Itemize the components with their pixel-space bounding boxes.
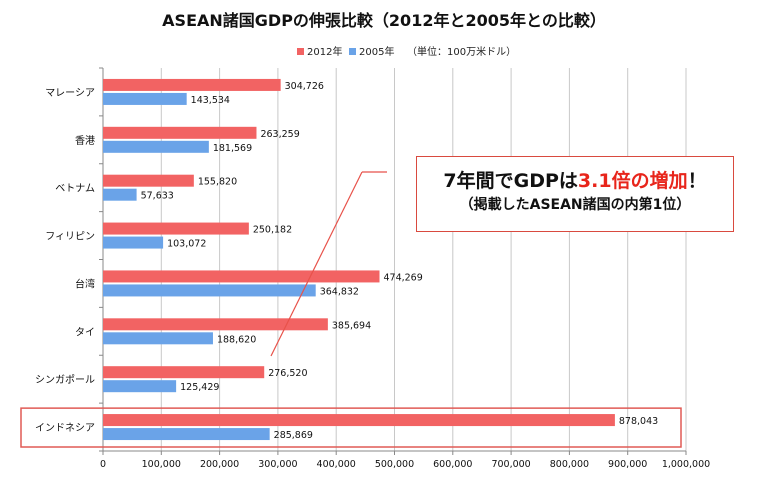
data-label: 385,694 — [332, 320, 371, 331]
data-label: 364,832 — [320, 286, 359, 297]
category-label: インドネシア — [35, 422, 95, 434]
category-label: マレーシア — [45, 88, 95, 99]
data-label: 181,569 — [213, 143, 252, 154]
data-label: 878,043 — [619, 416, 658, 427]
x-tick-label: 0 — [100, 459, 106, 470]
bar-2012年 — [103, 78, 281, 91]
bar-2012年 — [103, 318, 328, 331]
data-label: 474,269 — [383, 272, 422, 283]
x-tick-label: 800,000 — [550, 459, 589, 470]
category-label: 香港 — [75, 135, 95, 147]
category-label: シンガポール — [35, 374, 95, 386]
bar-2005年 — [103, 92, 187, 105]
bar-2005年 — [103, 332, 213, 345]
unit-note: （単位：100万米ドル） — [407, 45, 516, 58]
category-label: ベトナム — [55, 183, 95, 195]
highlight-box — [20, 407, 682, 448]
bar-2012年 — [103, 174, 194, 187]
legend-label-2012: 2012年 — [307, 45, 342, 58]
bars — [103, 78, 615, 441]
x-tick-label: 600,000 — [433, 459, 472, 470]
category-label: フィリピン — [45, 231, 95, 243]
data-label: 125,429 — [180, 382, 219, 393]
x-tick-label: 1,000,000 — [662, 459, 710, 470]
data-label: 57,633 — [141, 191, 174, 202]
x-tick-label: 700,000 — [491, 459, 530, 470]
category-label: 台湾 — [75, 277, 95, 290]
bar-2012年 — [103, 270, 380, 283]
gridlines — [160, 68, 687, 451]
callout-suffix: ！ — [687, 170, 707, 192]
bar-2005年 — [103, 236, 164, 249]
x-tick-label: 100,000 — [142, 459, 181, 470]
chart-title: ASEAN諸国GDPの伸張比較（2012年と2005年との比較） — [162, 11, 606, 30]
data-label: 263,259 — [260, 129, 299, 140]
bar-2005年 — [103, 380, 177, 393]
callout-prefix: 7年間でGDPは — [443, 170, 578, 192]
data-label: 285,869 — [274, 430, 313, 441]
legend-swatch-2005 — [349, 48, 356, 55]
x-tick-label: 900,000 — [608, 459, 647, 470]
x-tick-label: 500,000 — [375, 459, 414, 470]
bar-2005年 — [103, 284, 316, 297]
legend-label-2005: 2005年 — [359, 45, 394, 58]
bar-2012年 — [103, 126, 257, 139]
legend-swatch-2012 — [297, 48, 304, 55]
callout-subline: （掲載したASEAN諸国の内第1位） — [459, 197, 691, 213]
bar-2012年 — [103, 222, 249, 235]
x-tick-label: 300,000 — [258, 459, 297, 470]
legend: 2012年 2005年 （単位：100万米ドル） — [297, 45, 516, 58]
data-label: 188,620 — [217, 334, 256, 345]
bar-2005年 — [103, 428, 270, 441]
callout-highlight: 3.1倍の増加 — [577, 170, 688, 192]
data-label: 250,182 — [253, 225, 292, 236]
data-label: 155,820 — [198, 177, 237, 188]
bar-2012年 — [103, 414, 615, 427]
callout-box: 7年間でGDPは3.1倍の増加！ （掲載したASEAN諸国の内第1位） — [416, 156, 734, 232]
bar-2005年 — [103, 188, 137, 201]
data-label: 143,534 — [191, 95, 230, 106]
category-label: タイ — [75, 326, 95, 338]
x-tick-label: 400,000 — [317, 459, 356, 470]
callout-headline: 7年間でGDPは3.1倍の増加！ — [417, 168, 733, 194]
highlight-layer — [20, 407, 682, 448]
callout-pointer — [270, 171, 363, 357]
data-label: 103,072 — [167, 239, 206, 250]
x-tick-label: 200,000 — [200, 459, 239, 470]
data-label: 276,520 — [268, 368, 307, 379]
data-label: 304,726 — [285, 81, 324, 92]
bar-2012年 — [103, 366, 265, 379]
labels: マレーシア 304,726 143,534 香港 263,259 181,569 ベトナム 1… — [35, 81, 658, 441]
bar-2005年 — [103, 140, 209, 153]
